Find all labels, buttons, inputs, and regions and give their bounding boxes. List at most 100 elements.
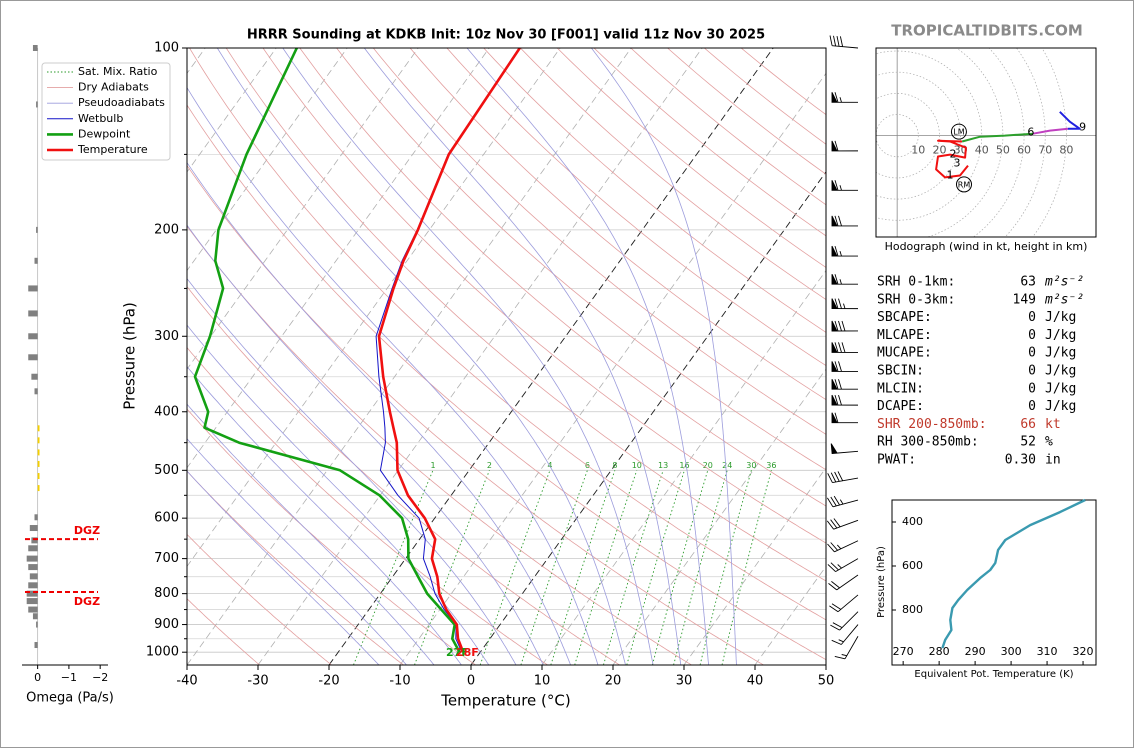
isotherm <box>399 72 826 665</box>
stat-label: MLCIN: <box>877 381 924 396</box>
thetae-x-label: Equivalent Pot. Temperature (K) <box>914 669 1073 680</box>
hodo-frame <box>875 47 1097 238</box>
stat-label: MLCAPE: <box>877 328 932 343</box>
stat-value: 0 <box>1028 399 1036 414</box>
pseudoadiabat <box>187 403 435 665</box>
pseudoadiabat <box>216 48 626 665</box>
hodograph-caption: Hodograph (wind in kt, height in km) <box>885 240 1088 253</box>
dry-adiabat <box>520 48 826 301</box>
mixing-ratio-label: 24 <box>722 461 732 470</box>
x-tick-label: 0 <box>467 674 475 689</box>
hodo-ring-label: 70 <box>1038 144 1052 157</box>
skewt-plot: 1 2 4 6 8 10 13 16 20 24 30 36 <box>187 48 826 665</box>
wind-barb <box>827 558 859 572</box>
x-tick-label: 50 <box>818 674 835 689</box>
stat-label: SBCIN: <box>877 364 924 379</box>
mixing-ratio-label: 10 <box>632 461 642 470</box>
legend-label: Dry Adiabats <box>78 81 149 94</box>
omega-bar <box>31 537 38 544</box>
wind-barb <box>831 624 859 645</box>
hodo-trace <box>961 132 1034 143</box>
hodo-height-label: 1 <box>947 169 954 182</box>
stat-value: 52 <box>1020 435 1036 450</box>
hodo-height-label: 3 <box>954 157 961 170</box>
x-axis-label: Temperature (°C) <box>440 692 570 710</box>
omega-bar <box>28 354 38 361</box>
pseudoadiabat <box>282 48 654 665</box>
stat-unit: J/kg <box>1045 364 1076 379</box>
plot-frame <box>186 47 827 666</box>
dry-adiabat <box>372 48 826 435</box>
storm-motion-marker <box>956 176 972 193</box>
thetae-plot <box>941 498 1086 649</box>
wind-barb <box>826 518 859 530</box>
mixing-ratio-line <box>626 470 685 665</box>
pseudoadiabat <box>187 224 544 665</box>
omega-bar <box>36 621 38 628</box>
y-tick-label: 800 <box>154 586 179 601</box>
storm-motion-marker <box>950 123 967 140</box>
thetae-x-tick-label: 320 <box>1073 645 1094 658</box>
omega-bar <box>28 606 38 613</box>
hodo-height-label: 6 <box>1027 126 1034 139</box>
dry-adiabat <box>336 48 826 471</box>
pseudoadiabat <box>187 470 380 665</box>
y-tick-label: 300 <box>154 329 179 344</box>
pseudoadiabat <box>187 277 517 665</box>
wind-barb <box>831 140 859 152</box>
y-axis-label: Pressure (hPa) <box>121 302 139 410</box>
pseudoadiabat <box>187 438 407 665</box>
chart-title: HRRR Sounding at KDKB Init: 10z Nov 30 [… <box>247 28 765 43</box>
wind-barb <box>831 342 859 353</box>
pseudoadiabat <box>591 48 737 665</box>
mixing-ratio-line <box>603 470 664 665</box>
omega-bar <box>26 555 38 562</box>
wind-barb <box>830 611 859 631</box>
hodo-ring-label: 50 <box>996 144 1010 157</box>
dgz-label: DGZ <box>74 595 100 608</box>
omega-bar <box>37 437 40 444</box>
omega-bar <box>37 425 40 432</box>
omega-bar <box>32 613 38 620</box>
wind-barb <box>831 180 859 191</box>
stat-unit: J/kg <box>1045 346 1076 361</box>
omega-bar <box>31 373 38 380</box>
omega-bar <box>37 460 40 467</box>
thetae-x-tick-label: 310 <box>1037 645 1058 658</box>
mixing-ratio-label: 4 <box>547 461 552 470</box>
omega-bar <box>34 642 38 649</box>
hodo-ring <box>1032 48 1067 237</box>
pseudoadiabat <box>187 161 571 665</box>
omega-bar <box>36 226 38 233</box>
stat-value: 0 <box>1028 346 1036 361</box>
stat-value: 0 <box>1028 310 1036 325</box>
omega-bar <box>34 514 38 521</box>
stat-label: SRH 0-3km: <box>877 292 955 307</box>
isotherm <box>541 269 826 665</box>
omega-bar <box>26 598 38 605</box>
dgz-label: DGZ <box>74 524 100 537</box>
thetae-x-tick-label: 270 <box>893 645 914 658</box>
hodo-ring-label: 80 <box>1059 144 1073 157</box>
mixing-ratio-line <box>479 470 551 665</box>
omega-bar <box>28 333 38 340</box>
wind-barb <box>829 594 859 613</box>
wind-barb <box>829 35 859 49</box>
hodo-ring <box>876 92 940 179</box>
dry-adiabat <box>187 104 826 661</box>
wind-barb <box>834 636 859 660</box>
legend-label: Temperature <box>77 143 148 156</box>
dry-adiabat <box>299 48 826 507</box>
wind-barb <box>831 378 859 390</box>
isotherm <box>612 368 826 665</box>
legend-label: Dewpoint <box>78 127 131 140</box>
pseudoadiabat <box>363 48 682 665</box>
wind-barb <box>831 320 859 332</box>
wind-barb <box>827 540 859 553</box>
x-tick-label: 20 <box>605 674 622 689</box>
x-tick-label: -40 <box>176 674 197 689</box>
legend-label: Wetbulb <box>78 112 123 125</box>
stat-unit: J/kg <box>1045 381 1076 396</box>
legend-box <box>41 62 171 161</box>
